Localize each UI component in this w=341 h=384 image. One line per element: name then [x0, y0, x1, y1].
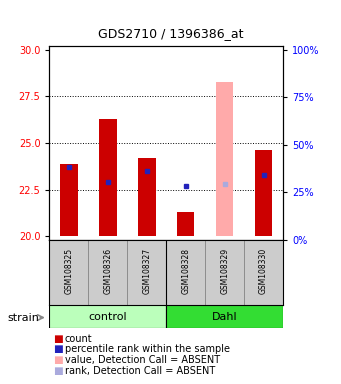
Text: value, Detection Call = ABSENT: value, Detection Call = ABSENT [65, 355, 220, 365]
Bar [244, 240, 283, 305]
Bar [216, 81, 233, 236]
Text: ■: ■ [53, 344, 63, 354]
Bar [60, 164, 78, 236]
Text: ■: ■ [53, 334, 63, 344]
Text: count: count [65, 334, 92, 344]
Text: strain: strain [8, 313, 39, 323]
Text: GSM108325: GSM108325 [64, 248, 73, 295]
Text: GSM108330: GSM108330 [259, 248, 268, 295]
Bar [166, 240, 205, 305]
Text: control: control [89, 312, 127, 322]
Bar [177, 212, 194, 236]
Text: GSM108327: GSM108327 [142, 248, 151, 295]
Bar [49, 240, 88, 305]
Bar [138, 158, 155, 236]
Text: GSM108328: GSM108328 [181, 248, 190, 294]
Text: ■: ■ [53, 355, 63, 365]
Text: GSM108329: GSM108329 [220, 248, 229, 295]
Text: ■: ■ [53, 366, 63, 376]
Text: GDS2710 / 1396386_at: GDS2710 / 1396386_at [98, 27, 243, 40]
Bar [49, 305, 166, 328]
Text: GSM108326: GSM108326 [103, 248, 112, 295]
Bar [127, 240, 166, 305]
Bar [205, 240, 244, 305]
Text: Dahl: Dahl [212, 312, 237, 322]
Text: rank, Detection Call = ABSENT: rank, Detection Call = ABSENT [65, 366, 215, 376]
Bar [88, 240, 127, 305]
Bar [166, 305, 283, 328]
Bar [99, 119, 117, 236]
Bar [255, 151, 272, 236]
Text: percentile rank within the sample: percentile rank within the sample [65, 344, 230, 354]
